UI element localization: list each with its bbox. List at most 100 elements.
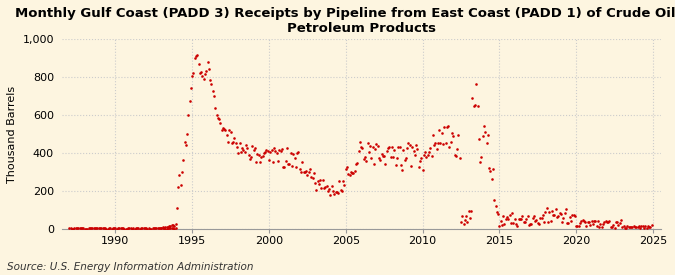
Point: [117, 226, 128, 230]
Point: [444, 144, 455, 149]
Point: [267, 160, 278, 164]
Point: [261, 148, 272, 152]
Point: [605, 225, 616, 229]
Point: [88, 226, 99, 230]
Point: [427, 133, 438, 137]
Point: [356, 145, 367, 149]
Point: [535, 216, 545, 221]
Point: [510, 222, 521, 226]
Point: [342, 165, 352, 169]
Point: [91, 226, 102, 230]
Point: [350, 162, 361, 167]
Point: [113, 226, 124, 230]
Point: [329, 192, 340, 196]
Point: [73, 226, 84, 230]
Point: [343, 172, 354, 176]
Point: [220, 127, 231, 132]
Point: [177, 169, 188, 174]
Point: [334, 179, 345, 183]
Point: [450, 154, 461, 158]
Point: [96, 226, 107, 230]
Point: [290, 165, 301, 169]
Point: [373, 144, 383, 149]
Point: [304, 166, 315, 171]
Point: [90, 226, 101, 230]
Point: [518, 220, 529, 225]
Point: [240, 143, 251, 147]
Point: [251, 160, 262, 164]
Point: [294, 167, 305, 171]
Point: [136, 226, 146, 230]
Point: [539, 220, 549, 224]
Point: [303, 169, 314, 174]
Point: [583, 220, 593, 224]
Point: [161, 224, 172, 229]
Point: [165, 224, 176, 228]
Point: [207, 89, 218, 94]
Point: [393, 144, 404, 149]
Point: [337, 189, 348, 193]
Point: [210, 106, 221, 110]
Point: [636, 224, 647, 229]
Point: [358, 156, 369, 161]
Point: [632, 224, 643, 229]
Point: [76, 226, 86, 230]
Point: [190, 54, 201, 58]
Point: [190, 56, 200, 60]
Point: [140, 226, 151, 231]
Point: [601, 220, 612, 225]
Point: [610, 220, 621, 224]
Point: [494, 224, 505, 228]
Point: [441, 125, 452, 130]
Point: [325, 193, 336, 197]
Point: [244, 156, 255, 161]
Point: [371, 141, 382, 146]
Point: [377, 154, 388, 158]
Point: [594, 225, 605, 229]
Point: [397, 167, 408, 172]
Point: [540, 210, 551, 215]
Point: [333, 190, 344, 195]
Point: [186, 86, 196, 90]
Point: [426, 154, 437, 158]
Point: [306, 175, 317, 179]
Point: [414, 159, 425, 163]
Point: [572, 224, 583, 228]
Point: [556, 211, 566, 216]
Point: [316, 185, 327, 190]
Point: [383, 146, 394, 150]
Point: [446, 139, 456, 144]
Point: [77, 226, 88, 230]
Point: [234, 141, 245, 145]
Point: [153, 226, 164, 230]
Point: [627, 225, 638, 229]
Point: [298, 170, 309, 174]
Point: [618, 224, 629, 229]
Point: [167, 223, 178, 227]
Point: [65, 226, 76, 231]
Point: [260, 150, 271, 155]
Point: [484, 166, 495, 170]
Point: [310, 181, 321, 185]
Point: [404, 142, 415, 147]
Point: [180, 142, 191, 147]
Point: [362, 141, 373, 145]
Point: [122, 226, 132, 231]
Point: [634, 226, 645, 230]
Point: [553, 214, 564, 218]
Point: [138, 226, 149, 230]
Point: [317, 178, 328, 182]
Point: [495, 219, 506, 224]
Point: [626, 225, 637, 229]
Point: [472, 103, 483, 108]
Point: [256, 155, 267, 159]
Point: [448, 134, 459, 138]
Point: [95, 226, 105, 230]
Point: [236, 150, 246, 154]
Point: [225, 130, 236, 135]
Point: [221, 133, 232, 138]
Point: [417, 168, 428, 173]
Point: [248, 147, 259, 152]
Point: [363, 150, 374, 155]
Point: [171, 206, 182, 210]
